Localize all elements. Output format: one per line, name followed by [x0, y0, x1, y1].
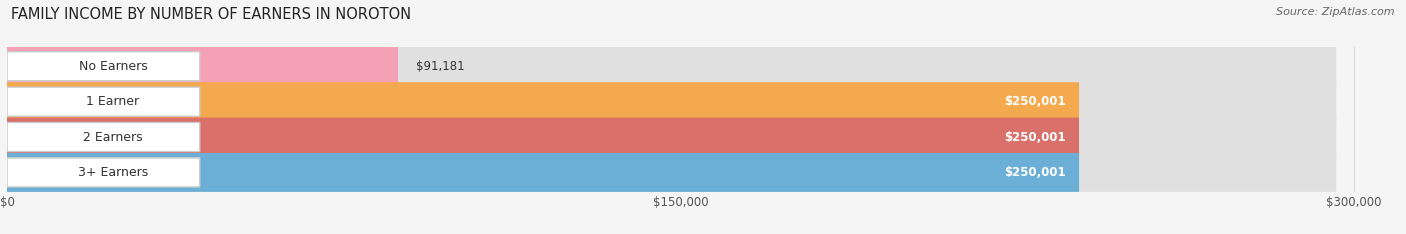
- FancyBboxPatch shape: [7, 153, 1336, 192]
- FancyBboxPatch shape: [7, 47, 1336, 86]
- Text: 1 Earner: 1 Earner: [87, 95, 139, 108]
- FancyBboxPatch shape: [7, 47, 398, 86]
- FancyBboxPatch shape: [7, 158, 200, 187]
- FancyBboxPatch shape: [7, 117, 1336, 157]
- Text: $250,001: $250,001: [1004, 131, 1066, 143]
- Text: 2 Earners: 2 Earners: [83, 131, 143, 143]
- FancyBboxPatch shape: [7, 87, 200, 116]
- Text: 3+ Earners: 3+ Earners: [77, 166, 148, 179]
- FancyBboxPatch shape: [7, 82, 1078, 121]
- Text: No Earners: No Earners: [79, 60, 148, 73]
- FancyBboxPatch shape: [7, 52, 200, 81]
- Text: $91,181: $91,181: [416, 60, 464, 73]
- FancyBboxPatch shape: [7, 123, 200, 152]
- Text: FAMILY INCOME BY NUMBER OF EARNERS IN NOROTON: FAMILY INCOME BY NUMBER OF EARNERS IN NO…: [11, 7, 412, 22]
- FancyBboxPatch shape: [7, 117, 1078, 157]
- Text: $250,001: $250,001: [1004, 166, 1066, 179]
- FancyBboxPatch shape: [7, 82, 1336, 121]
- FancyBboxPatch shape: [7, 153, 1078, 192]
- Text: Source: ZipAtlas.com: Source: ZipAtlas.com: [1277, 7, 1395, 17]
- Text: $250,001: $250,001: [1004, 95, 1066, 108]
